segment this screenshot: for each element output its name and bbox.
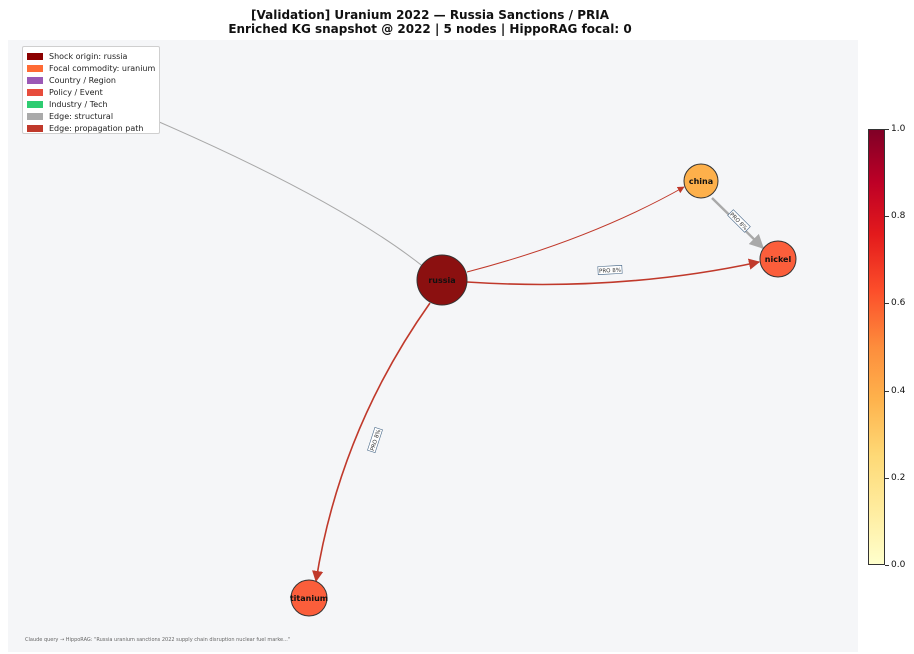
legend-swatch [27,112,43,120]
node-nickel-label: nickel [765,255,792,264]
edge-russia-titanium [312,302,431,583]
edge-label-russia-titanium: PRO 8% [367,426,383,454]
legend-swatch [27,64,43,72]
figure-title: [Validation] Uranium 2022 — Russia Sanct… [251,8,609,22]
colorbar-tick-label: 0.2 [891,473,906,483]
legend-label: Edge: structural [49,111,114,121]
node-china[interactable]: china [683,163,719,199]
legend-item: Edge: structural [27,110,155,122]
legend-label: Policy / Event [49,87,103,97]
colorbar [868,129,885,565]
edge-structural-to-russia [149,117,426,269]
legend-item: Edge: propagation path [27,122,155,134]
colorbar-tick [885,478,889,479]
footer-query-note: Claude query → HippoRAG: "Russia uranium… [25,637,291,643]
node-china-label: china [689,177,713,186]
node-nickel-circle [759,240,797,278]
graph-panel [8,40,858,652]
colorbar-tick-label: 0.8 [891,211,906,221]
legend-item: Shock origin: russia [27,50,155,62]
legend-label: Country / Region [49,75,116,85]
legend-swatch [27,124,43,132]
edge-russia-nickel [466,258,761,286]
colorbar-tick [885,391,889,392]
colorbar-tick [885,216,889,217]
colorbar-tick [885,565,889,566]
node-nickel[interactable]: nickel [759,240,797,278]
node-titanium[interactable]: titanium [290,579,328,617]
legend-label: Shock origin: russia [49,51,128,61]
colorbar-tick-label: 0.4 [891,386,906,396]
legend-item: Policy / Event [27,86,155,98]
legend-label: Focal commodity: uranium [49,63,156,73]
node-russia-circle [416,254,468,306]
legend-item: Country / Region [27,74,155,86]
legend: Shock origin: russia Focal commodity: ura… [22,46,160,134]
node-titanium-label: titanium [290,594,328,603]
node-russia[interactable]: russia [416,254,468,306]
edge-label-text: PRO 8% [599,268,621,275]
legend-item: Focal commodity: uranium [27,62,155,74]
legend-label: Edge: propagation path [49,123,144,133]
legend-swatch [27,76,43,84]
node-china-circle [683,163,719,199]
colorbar-tick [885,129,889,130]
edge-label-russia-nickel: PRO 8% [597,265,623,275]
figure-subtitle: Enriched KG snapshot @ 2022 | 5 nodes | … [228,22,632,36]
node-russia-label: russia [428,276,455,285]
legend-swatch [27,88,43,96]
legend-label: Industry / Tech [49,99,108,109]
knowledge-graph: PRO 8% PRO 8% PRO 8% russia china nickel… [149,117,797,617]
edge-label-china-nickel: PRO 8% [727,209,751,233]
colorbar-tick-label: 0.6 [891,298,906,308]
legend-swatch [27,52,43,60]
edge-russia-china [466,186,685,273]
colorbar-tick [885,303,889,304]
legend-item: Industry / Tech [27,98,155,110]
legend-swatch [27,100,43,108]
node-titanium-circle [290,579,328,617]
colorbar-tick-label: 1.0 [891,124,906,134]
colorbar-tick-label: 0.0 [891,560,906,570]
